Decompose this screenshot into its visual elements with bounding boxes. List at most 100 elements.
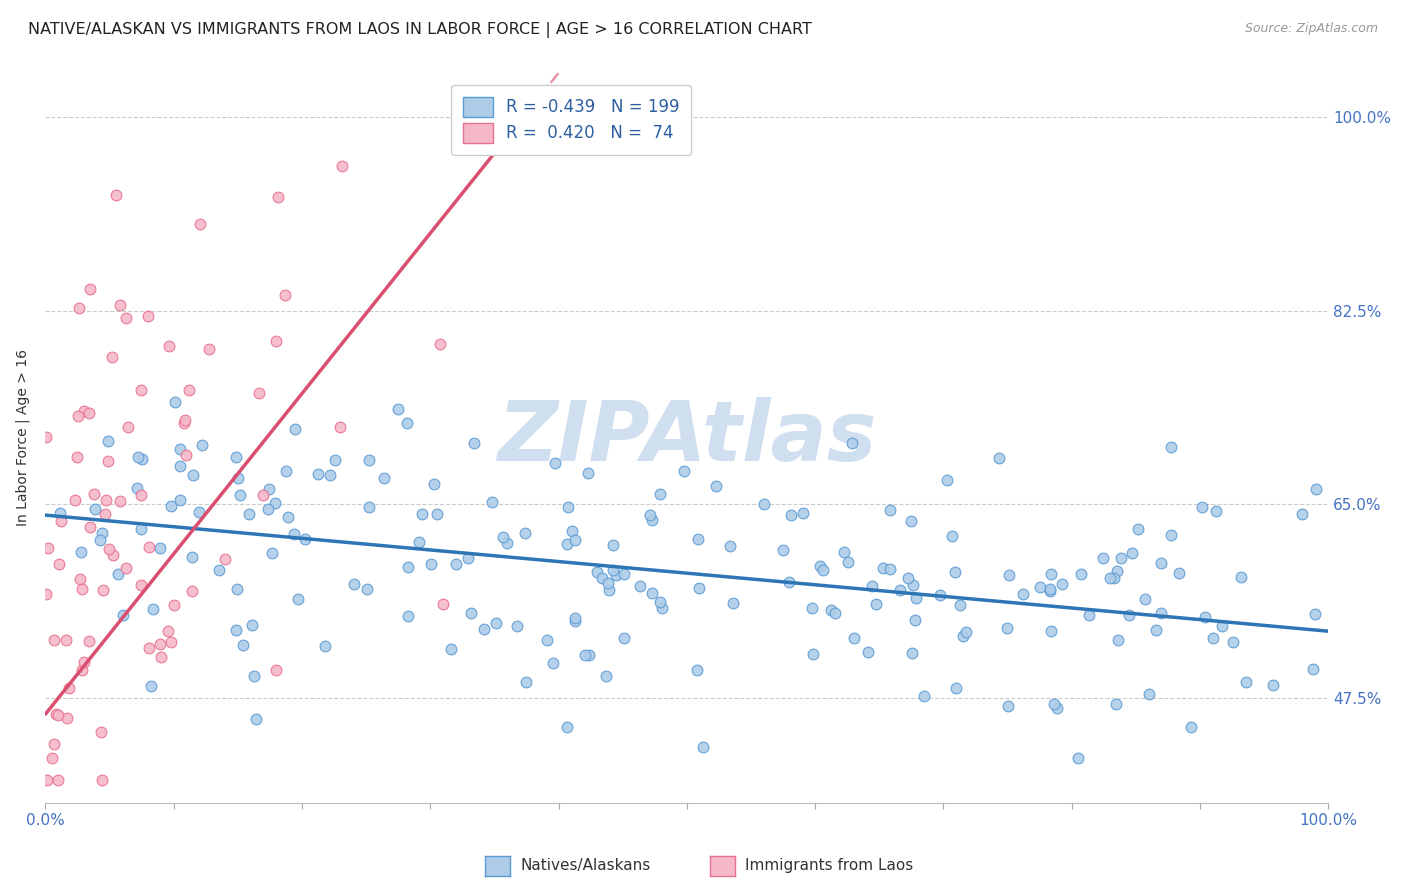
- Point: [37, 541, 59, 555]
- Point: [1121, 546, 1143, 560]
- Point: [343, 576, 366, 591]
- Point: [564, 610, 586, 624]
- Point: [1261, 678, 1284, 692]
- Point: [198, 342, 221, 356]
- Point: [69, 572, 91, 586]
- Point: [42, 633, 65, 648]
- Point: [688, 581, 710, 595]
- Point: [314, 639, 336, 653]
- Point: [191, 438, 214, 452]
- Point: [257, 502, 280, 516]
- Point: [97, 542, 120, 557]
- Point: [955, 625, 977, 640]
- Point: [613, 631, 636, 645]
- Point: [879, 562, 901, 576]
- Point: [56, 711, 79, 725]
- Point: [872, 560, 894, 574]
- Point: [602, 563, 624, 577]
- Point: [692, 739, 714, 754]
- Point: [605, 568, 627, 582]
- Point: [169, 442, 191, 456]
- Point: [778, 575, 800, 590]
- Point: [1194, 610, 1216, 624]
- Point: [1105, 564, 1128, 578]
- Point: [945, 681, 967, 696]
- Point: [1039, 566, 1062, 581]
- Point: [180, 584, 202, 599]
- Point: [423, 476, 446, 491]
- Point: [159, 499, 181, 513]
- Point: [904, 613, 927, 627]
- Point: [156, 624, 179, 638]
- Point: [264, 334, 287, 348]
- Point: [125, 481, 148, 495]
- Point: [35, 430, 58, 444]
- Point: [1039, 582, 1062, 597]
- Point: [108, 494, 131, 508]
- Point: [936, 473, 959, 487]
- Point: [41, 751, 63, 765]
- Point: [1109, 550, 1132, 565]
- Point: [792, 507, 814, 521]
- Point: [1291, 507, 1313, 521]
- Point: [472, 622, 495, 636]
- Point: [1180, 721, 1202, 735]
- Point: [460, 606, 482, 620]
- Point: [457, 551, 479, 566]
- Point: [1098, 571, 1121, 585]
- Point: [307, 467, 329, 481]
- Point: [162, 598, 184, 612]
- Point: [226, 470, 249, 484]
- Point: [485, 615, 508, 630]
- Point: [238, 507, 260, 521]
- Point: [330, 159, 353, 173]
- Point: [820, 602, 842, 616]
- Point: [1039, 624, 1062, 638]
- Point: [181, 468, 204, 483]
- Point: [844, 631, 866, 645]
- Point: [46, 708, 69, 723]
- Point: [889, 582, 911, 597]
- Point: [463, 436, 485, 450]
- Point: [721, 595, 744, 609]
- Point: [1144, 623, 1167, 637]
- Point: [129, 578, 152, 592]
- Point: [287, 591, 309, 606]
- Point: [444, 558, 467, 572]
- Point: [515, 526, 537, 541]
- Point: [1139, 687, 1161, 701]
- Point: [138, 640, 160, 655]
- Point: [149, 541, 172, 555]
- Point: [628, 578, 651, 592]
- Point: [35, 587, 58, 601]
- Point: [824, 607, 846, 621]
- Point: [1107, 633, 1129, 648]
- Point: [541, 656, 564, 670]
- Point: [245, 712, 267, 726]
- Point: [329, 419, 352, 434]
- Point: [177, 384, 200, 398]
- Point: [90, 525, 112, 540]
- Point: [276, 464, 298, 478]
- Point: [356, 582, 378, 596]
- Point: [94, 492, 117, 507]
- Point: [901, 578, 924, 592]
- Point: [208, 563, 231, 577]
- Point: [225, 623, 247, 637]
- Point: [1302, 662, 1324, 676]
- Point: [136, 309, 159, 323]
- Point: [79, 281, 101, 295]
- Point: [70, 582, 93, 596]
- Point: [247, 386, 270, 401]
- Point: [408, 535, 430, 549]
- Point: [686, 663, 709, 677]
- Point: [73, 655, 96, 669]
- Point: [1102, 571, 1125, 585]
- Point: [941, 529, 963, 543]
- Point: [83, 487, 105, 501]
- Point: [1105, 697, 1128, 711]
- Point: [564, 615, 586, 629]
- Point: [596, 576, 619, 591]
- Point: [114, 311, 136, 326]
- Point: [115, 561, 138, 575]
